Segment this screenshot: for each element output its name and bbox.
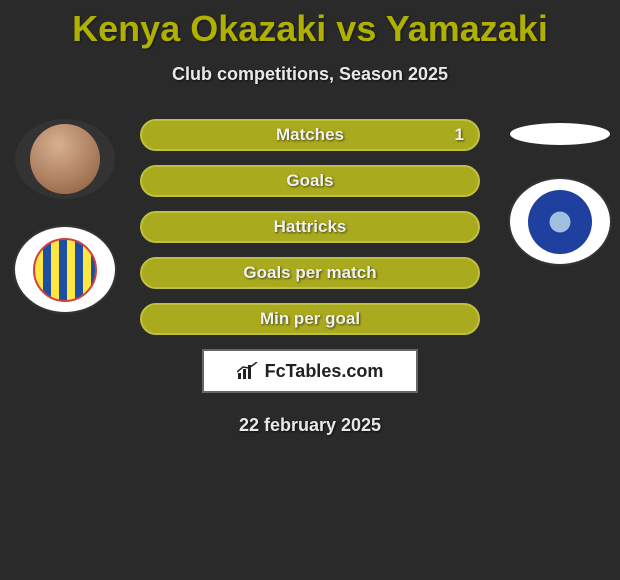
stat-label: Hattricks: [274, 217, 347, 237]
right-player-column: [500, 119, 620, 264]
subtitle: Club competitions, Season 2025: [0, 64, 620, 85]
montedio-logo: [33, 238, 97, 302]
stat-right-value: 1: [455, 125, 464, 145]
stat-row-hattricks: Hattricks: [140, 211, 480, 243]
stat-label: Goals per match: [243, 263, 376, 283]
stat-row-goals: Goals: [140, 165, 480, 197]
brand-attribution: FcTables.com: [202, 349, 418, 393]
right-player-avatar: [510, 123, 610, 145]
stat-row-matches: Matches 1: [140, 119, 480, 151]
stat-label: Goals: [286, 171, 333, 191]
date-line: 22 february 2025: [0, 415, 620, 436]
stat-label: Matches: [276, 125, 344, 145]
stat-label: Min per goal: [260, 309, 360, 329]
left-player-column: [10, 119, 120, 312]
stat-row-min-per-goal: Min per goal: [140, 303, 480, 335]
page-title: Kenya Okazaki vs Yamazaki: [0, 0, 620, 50]
comparison-content: Matches 1 Goals Hattricks Goals per matc…: [0, 119, 620, 436]
left-club-badge: [15, 227, 115, 312]
stats-bars: Matches 1 Goals Hattricks Goals per matc…: [140, 119, 480, 335]
left-player-avatar: [15, 119, 115, 199]
mito-hollyhock-logo: [528, 190, 592, 254]
bar-chart-icon: [237, 362, 259, 380]
stat-row-goals-per-match: Goals per match: [140, 257, 480, 289]
right-club-badge: [510, 179, 610, 264]
brand-text: FcTables.com: [265, 361, 384, 382]
